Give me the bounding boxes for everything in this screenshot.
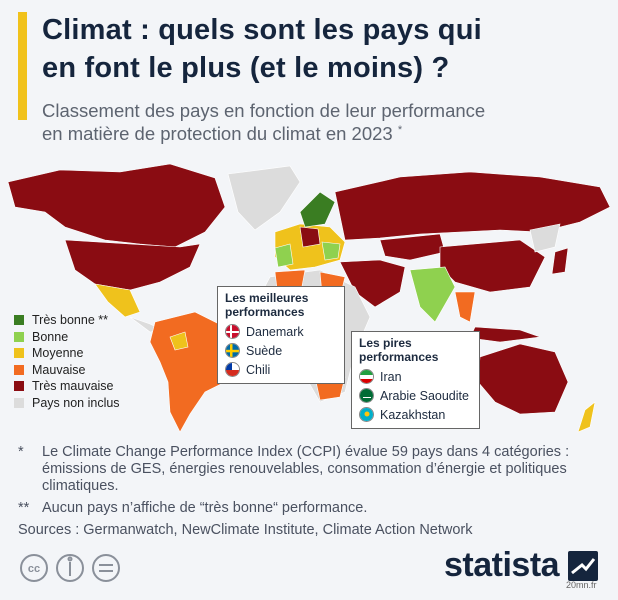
note-text: Aucun pays n’affiche de “très bonne“ per…: [42, 500, 368, 516]
legend-swatch: [14, 397, 24, 408]
legend-item: Moyenne: [14, 345, 120, 362]
china: [439, 239, 546, 293]
legend-label: Très bonne **: [32, 313, 108, 328]
legend-label: Mauvaise: [32, 362, 86, 377]
brand: statista: [444, 546, 560, 584]
callout-country: Suède: [225, 341, 337, 360]
mexico: [94, 283, 141, 318]
legend-label: Très mauvaise: [32, 379, 114, 394]
country-name: Chili: [246, 362, 271, 377]
flag-image: [360, 370, 373, 383]
country-name: Iran: [380, 369, 402, 384]
japan: [551, 247, 569, 275]
indonesia: [469, 326, 541, 343]
iberia: [274, 243, 294, 268]
russia: [334, 171, 611, 241]
callout-country: Danemark: [225, 322, 337, 341]
footnote: ** Aucun pays n’affiche de “très bonne“ p…: [18, 500, 578, 517]
flag-image: [360, 408, 373, 421]
note-text: Le Climate Change Performance Index (CCP…: [42, 444, 570, 494]
usa: [64, 239, 201, 291]
country-name: Arabie Saoudite: [380, 388, 469, 403]
flag: [225, 343, 240, 358]
country-name: Danemark: [246, 324, 304, 339]
flag: [359, 388, 374, 403]
flag-image: [226, 325, 239, 338]
central-europe: [299, 226, 321, 248]
worst-callout: Les pires performances Iran Arabie Saoudit…: [351, 331, 480, 429]
legend-swatch: [14, 348, 24, 359]
license-icons: cc: [20, 554, 120, 582]
eastern-europe: [321, 241, 341, 261]
country-name: Kazakhstan: [380, 407, 446, 422]
flag: [359, 369, 374, 384]
legend: Très bonne ** Bonne Moyenne Mauvaise Très ma…: [14, 312, 120, 411]
colombia: [169, 331, 189, 351]
title: Climat : quels sont les pays qui: [42, 14, 482, 46]
legend-swatch: [14, 381, 24, 392]
footnote: * Le Climate Change Performance Index (CC…: [18, 444, 578, 495]
legend-swatch: [14, 315, 24, 326]
flag: [225, 362, 240, 377]
legend-item: Très bonne **: [14, 312, 120, 329]
watermark: 20mn.fr: [566, 580, 597, 590]
se-asia: [454, 291, 476, 323]
accent-bar: [18, 12, 27, 120]
sources: Sources : Germanwatch, NewClimate Instit…: [18, 522, 473, 538]
canada: [7, 163, 226, 248]
india: [409, 266, 456, 323]
legend-item: Bonne: [14, 329, 120, 346]
australia: [477, 343, 569, 415]
callout-title: Les pires performances: [359, 336, 439, 364]
flag-image: [226, 363, 239, 376]
subtitle-text: en matière de protection du climat en 20…: [42, 123, 393, 144]
legend-swatch: [14, 364, 24, 375]
legend-item: Pays non inclus: [14, 395, 120, 412]
legend-swatch: [14, 331, 24, 342]
svg-text:cc: cc: [28, 563, 40, 575]
subtitle: en matière de protection du climat en 20…: [42, 123, 402, 145]
callout-title: Les meilleures performances: [225, 291, 309, 319]
legend-item: Mauvaise: [14, 362, 120, 379]
callout-country: Iran: [359, 367, 472, 386]
note-mark: *: [18, 444, 24, 460]
callout-country: Kazakhstan: [359, 405, 472, 424]
subtitle-mark: *: [397, 123, 403, 136]
greenland: [227, 165, 301, 231]
note-mark: **: [18, 500, 30, 516]
callout-country: Chili: [225, 360, 337, 379]
flag-image: [360, 389, 373, 402]
subtitle: Classement des pays en fonction de leur …: [42, 100, 486, 121]
legend-item: Très mauvaise: [14, 378, 120, 395]
legend-label: Pays non inclus: [32, 395, 120, 410]
scandinavia: [299, 191, 336, 228]
mongolia-east: [529, 223, 561, 253]
flag: [225, 324, 240, 339]
callout-country: Arabie Saoudite: [359, 386, 472, 405]
kazakhstan: [379, 233, 446, 261]
new-zealand: [577, 401, 596, 433]
best-callout: Les meilleures performances Danemark Suède…: [217, 286, 345, 384]
title: en font le plus (et le moins) ?: [42, 52, 450, 84]
legend-label: Bonne: [32, 329, 69, 344]
legend-label: Moyenne: [32, 346, 84, 361]
brand-logo: [568, 551, 598, 581]
flag-image: [226, 344, 239, 357]
country-name: Suède: [246, 343, 283, 358]
flag: [359, 407, 374, 422]
